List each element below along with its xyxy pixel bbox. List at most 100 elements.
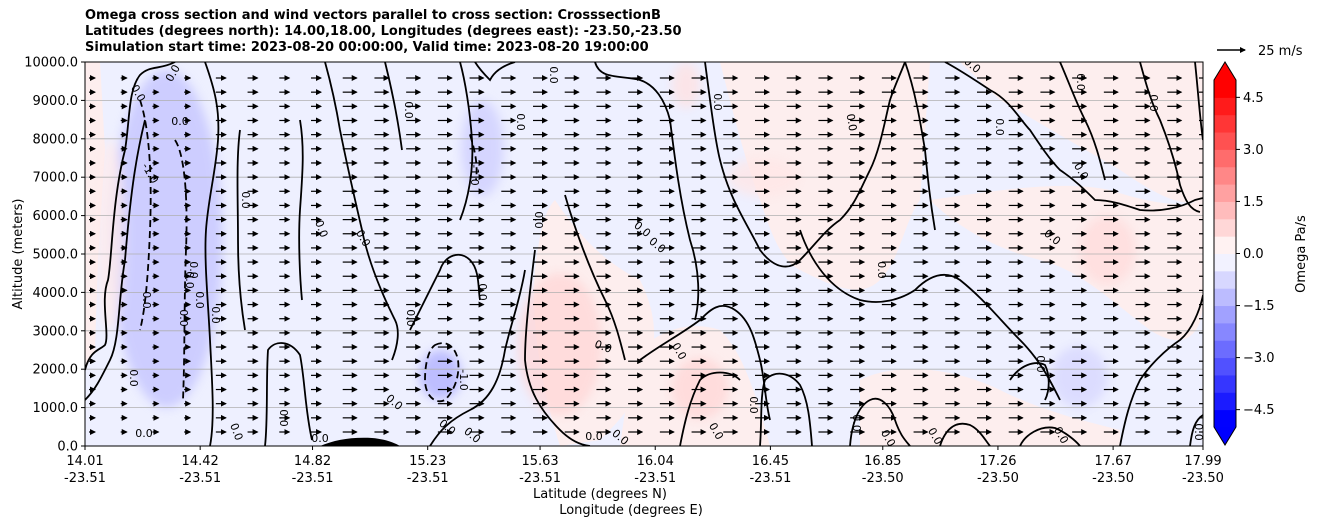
contour-line [1009, 362, 1050, 401]
contour-label: 0.0 [209, 306, 222, 324]
contour-label: 0.0 [227, 421, 245, 442]
y-tick-label: 7000.0 [33, 171, 79, 186]
contour-line [264, 342, 313, 446]
contour-label: 0.0 [993, 118, 1006, 136]
y-tick-label: 9000.0 [33, 94, 79, 109]
title-line-3: Simulation start time: 2023-08-20 00:00:… [85, 40, 649, 55]
colorbar-segment [1214, 114, 1236, 133]
wind-vectors [89, 75, 1203, 435]
contour-line [849, 397, 911, 446]
contour-line [1189, 414, 1203, 446]
colorbar-label: Omega Pa/s [1294, 215, 1309, 293]
contour-line [429, 269, 526, 446]
contour-line [759, 372, 813, 446]
contour-label: 0.0 [514, 113, 527, 131]
omega-anomaly [672, 357, 729, 420]
colorbar-segment [1214, 253, 1236, 272]
contour-label: 0.0 [127, 369, 140, 387]
contour-label: 0.0 [404, 309, 417, 327]
contour-line [204, 62, 220, 446]
colorbar-tick-label: 1.5 [1243, 195, 1264, 210]
contour-label: 0.0 [476, 283, 489, 301]
x-tick-label-latitude: 14.42 [182, 454, 219, 469]
y-tick-label: 4000.0 [33, 286, 79, 301]
x-tick-label-latitude: 16.85 [864, 454, 901, 469]
colorbar-segment [1214, 201, 1236, 220]
colorbar-segment [1214, 97, 1236, 116]
x-axis: 14.01 -23.51 14.42 -23.51 14.82 -23.51 15.23 -2… [64, 446, 1224, 486]
contour-line [409, 253, 481, 331]
contour-label: 0.0 [1074, 73, 1087, 91]
contour-label: 0.0 [135, 427, 153, 440]
x-tick-label-longitude: -23.51 [64, 471, 106, 486]
colorbar-segment [1214, 236, 1236, 254]
colorbar-tick-label: −3.0 [1243, 351, 1275, 366]
y-axis-label: Altitude (meters) [11, 199, 26, 310]
plot-area: 0.00.00.00.00.0 0.00.0 0.00.0 0.0 0.00.00.00… [85, 52, 1205, 446]
title-line-1: Omega cross section and wind vectors par… [85, 8, 661, 23]
y-tick-label: 5000.0 [33, 248, 79, 263]
x-axis-label-longitude: Longitude (degrees E) [559, 503, 703, 518]
contour-line [85, 119, 146, 401]
contour-label: 0.0 [177, 309, 190, 327]
colorbar-segment [1214, 184, 1236, 202]
colorbar-segment [1214, 392, 1236, 411]
contour-line-dashed [469, 134, 478, 181]
x-tick-label-latitude: 15.63 [521, 454, 558, 469]
contour-label: 0.0 [239, 191, 252, 209]
chart-title: Omega cross section and wind vectors par… [85, 8, 682, 56]
y-tick-label: 1000.0 [33, 401, 79, 416]
omega-anomaly [517, 273, 602, 416]
contour-label-negative: -1.0 [468, 164, 481, 185]
contour-label: 0.0 [587, 52, 605, 65]
colorbar-segment [1214, 149, 1236, 168]
contour-label: 0.0 [1034, 355, 1047, 373]
x-tick-label-longitude: -23.51 [519, 471, 561, 486]
colorbar-segment [1214, 132, 1236, 150]
y-tick-label: 3000.0 [33, 324, 79, 339]
contour-label-negative: -1.0 [457, 369, 470, 390]
colorbar-tick-label: −1.5 [1243, 299, 1275, 314]
omega-zone-right-positive [930, 185, 1203, 340]
contour-line [474, 62, 516, 82]
y-axis: 0.0 1000.0 2000.0 3000.0 4000.0 5000.0 6000.0 7… [24, 56, 85, 455]
x-tick-label-longitude: -23.51 [749, 471, 791, 486]
contour-line [324, 62, 399, 361]
contour-line [799, 229, 1061, 401]
contour-label: 0.0 [183, 271, 196, 289]
contour-line [384, 62, 403, 151]
contour-line [1119, 294, 1203, 446]
contour-label: 0.0 [1192, 423, 1205, 441]
quiver-key-label: 25 m/s [1258, 44, 1303, 59]
x-tick-label-longitude: -23.51 [407, 471, 449, 486]
omega-anomaly [672, 62, 701, 109]
contour-label: 0.0 [402, 101, 415, 119]
colorbar-segment [1214, 374, 1236, 393]
y-tick-label: 8000.0 [33, 132, 79, 147]
contour-line [939, 422, 991, 446]
x-tick-label-latitude: 17.26 [979, 454, 1016, 469]
x-tick-label-latitude: 14.01 [66, 454, 103, 469]
contour-label: 0.0 [140, 291, 153, 309]
contour-line [298, 119, 304, 301]
x-tick-label-longitude: -23.50 [977, 471, 1019, 486]
contour-label: 0.0 [875, 261, 888, 279]
contour-line [236, 129, 246, 331]
colorbar-segment [1214, 288, 1236, 307]
contour-label: 0.0 [850, 414, 863, 432]
x-tick-label-latitude: 16.45 [752, 454, 789, 469]
title-line-2: Latitudes (degrees north): 14.00,18.00, … [85, 24, 682, 39]
quiver-key: 25 m/s [1217, 44, 1303, 59]
colorbar-segment [1214, 80, 1236, 98]
x-tick-label-latitude: 16.04 [637, 454, 674, 469]
colorbar-segment [1214, 166, 1236, 185]
omega-anomaly [1051, 346, 1108, 408]
y-tick-label: 10000.0 [24, 56, 78, 71]
y-tick-label: 0.0 [57, 440, 78, 455]
contour-label: 0.0 [193, 291, 206, 309]
colorbar: 4.5 3.0 1.5 0.0 −1.5 −3.0 −4.5 [1213, 61, 1275, 446]
colorbar-tick-label: 0.0 [1243, 247, 1264, 262]
colorbar-segment [1214, 218, 1236, 237]
colorbar-tick-label: −4.5 [1243, 403, 1275, 418]
omega-anomaly [1079, 215, 1136, 285]
